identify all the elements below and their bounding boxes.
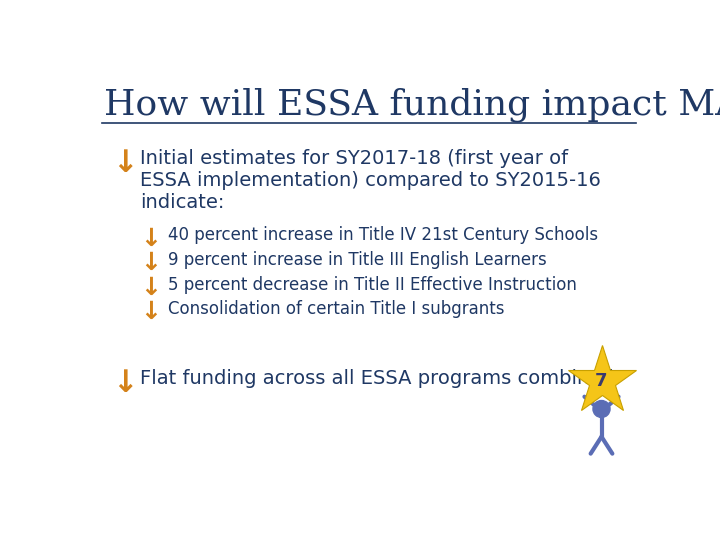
Text: Flat funding across all ESSA programs combined: Flat funding across all ESSA programs co… [140, 369, 614, 388]
Text: How will ESSA funding impact MA?: How will ESSA funding impact MA? [104, 88, 720, 123]
Text: ESSA implementation) compared to SY2015-16: ESSA implementation) compared to SY2015-… [140, 171, 601, 190]
Text: 9 percent increase in Title III English Learners: 9 percent increase in Title III English … [168, 251, 546, 269]
Text: 40 percent increase in Title IV 21st Century Schools: 40 percent increase in Title IV 21st Cen… [168, 226, 598, 245]
Text: ↓: ↓ [112, 369, 138, 398]
Text: Initial estimates for SY2017-18 (first year of: Initial estimates for SY2017-18 (first y… [140, 150, 569, 168]
Text: indicate:: indicate: [140, 193, 225, 212]
Text: ↓: ↓ [140, 300, 161, 325]
Text: ↓: ↓ [140, 226, 161, 251]
Text: 7: 7 [595, 372, 608, 389]
Text: Consolidation of certain Title I subgrants: Consolidation of certain Title I subgran… [168, 300, 504, 319]
Text: ↓: ↓ [140, 251, 161, 275]
Text: 5 percent decrease in Title II Effective Instruction: 5 percent decrease in Title II Effective… [168, 276, 577, 294]
Text: ↓: ↓ [140, 276, 161, 300]
Circle shape [593, 401, 610, 417]
Text: ↓: ↓ [112, 150, 138, 179]
